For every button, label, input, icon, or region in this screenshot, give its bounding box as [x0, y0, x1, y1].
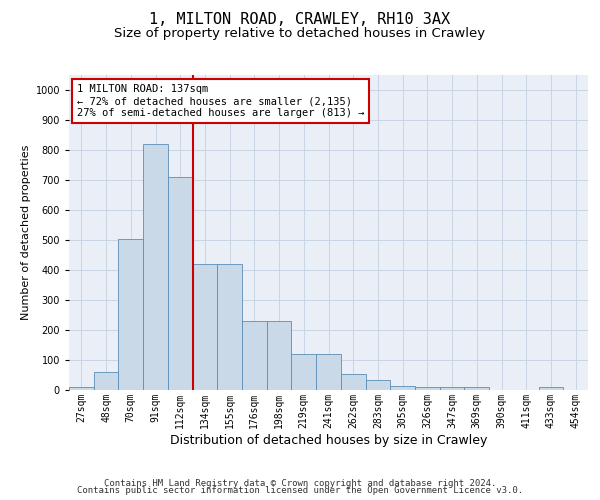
- Bar: [94, 372, 118, 390]
- Text: 1, MILTON ROAD, CRAWLEY, RH10 3AX: 1, MILTON ROAD, CRAWLEY, RH10 3AX: [149, 12, 451, 28]
- Bar: [69, 387, 94, 390]
- Bar: [118, 238, 143, 390]
- Bar: [267, 321, 292, 390]
- Bar: [217, 264, 242, 390]
- Bar: [464, 387, 489, 390]
- Bar: [341, 374, 365, 390]
- Bar: [316, 354, 341, 390]
- Bar: [390, 386, 415, 390]
- Bar: [242, 321, 267, 390]
- Y-axis label: Number of detached properties: Number of detached properties: [22, 145, 31, 320]
- X-axis label: Distribution of detached houses by size in Crawley: Distribution of detached houses by size …: [170, 434, 487, 446]
- Bar: [292, 354, 316, 390]
- Text: Contains public sector information licensed under the Open Government Licence v3: Contains public sector information licen…: [77, 486, 523, 495]
- Bar: [415, 387, 440, 390]
- Bar: [143, 144, 168, 390]
- Bar: [440, 387, 464, 390]
- Bar: [539, 387, 563, 390]
- Bar: [365, 380, 390, 390]
- Text: Contains HM Land Registry data © Crown copyright and database right 2024.: Contains HM Land Registry data © Crown c…: [104, 478, 496, 488]
- Text: Size of property relative to detached houses in Crawley: Size of property relative to detached ho…: [115, 28, 485, 40]
- Text: 1 MILTON ROAD: 137sqm
← 72% of detached houses are smaller (2,135)
27% of semi-d: 1 MILTON ROAD: 137sqm ← 72% of detached …: [77, 84, 364, 117]
- Bar: [168, 177, 193, 390]
- Bar: [193, 264, 217, 390]
